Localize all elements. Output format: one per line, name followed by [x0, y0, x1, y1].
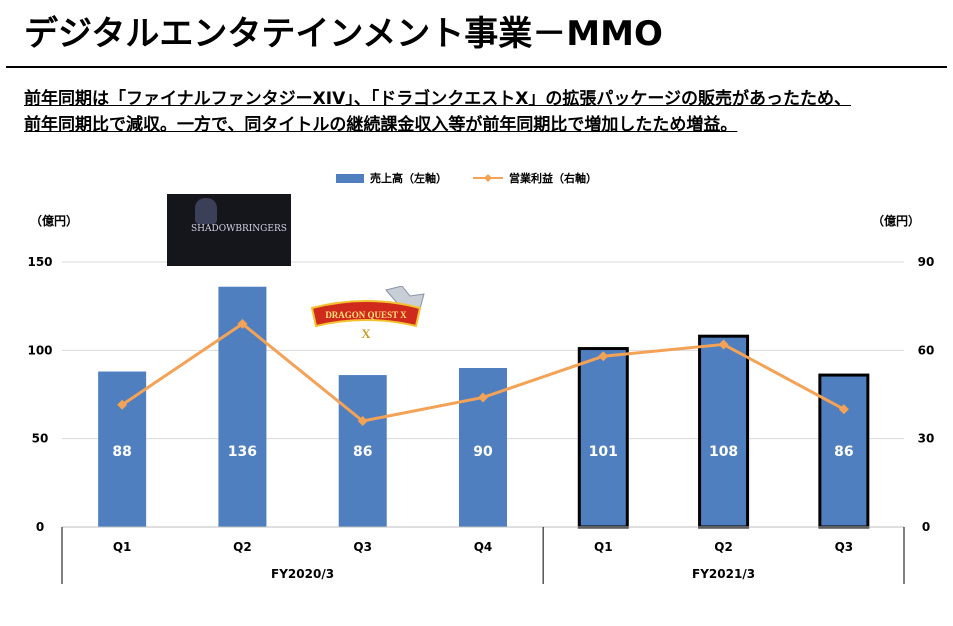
category-label: Q4 — [474, 540, 493, 554]
line-point-marker — [838, 404, 849, 415]
left-tick-label: 150 — [27, 255, 52, 269]
legend-sales-label: 売上高（左軸） — [370, 172, 447, 185]
summary-line-2: 前年同期比で減収。一方で、同タイトルの継続課金収入等が前年同期比で増加したため増… — [24, 115, 738, 135]
right-tick-label: 0 — [922, 520, 930, 534]
bar-sales — [338, 375, 387, 527]
legend-line-swatch — [473, 174, 503, 182]
left-tick-label: 100 — [27, 343, 52, 357]
right-tick-label: 90 — [918, 255, 935, 269]
line-point-marker — [357, 416, 368, 426]
group-label: FY2021/3 — [692, 567, 755, 581]
line-point-marker — [718, 339, 729, 350]
category-label: Q2 — [233, 540, 252, 554]
category-label: Q3 — [835, 540, 854, 554]
dq-logo-text: DRAGON QUEST X — [325, 310, 407, 320]
title-divider — [6, 66, 947, 68]
right-axis-unit: （億円） — [872, 214, 921, 228]
bar-data-label: 86 — [353, 444, 372, 460]
group-label: FY2020/3 — [271, 567, 334, 581]
bar-data-label: 86 — [834, 444, 853, 460]
bar-sales — [577, 347, 629, 529]
bar-data-label: 90 — [473, 444, 493, 460]
left-tick-label: 50 — [32, 432, 49, 446]
category-label: Q3 — [353, 540, 372, 554]
line-point-marker — [478, 392, 488, 403]
bar-data-label: 88 — [112, 444, 131, 460]
line-point-marker — [237, 318, 248, 329]
left-tick-label: 0 — [36, 520, 44, 534]
svg-text:X: X — [361, 326, 371, 341]
bar-sales — [98, 371, 147, 527]
dragon-quest-x-logo: DRAGON QUEST X X — [310, 286, 425, 341]
summary-line-1: 前年同期は「ファイナルファンタジーXIV」、「ドラゴンクエストX」の拡張パッケー… — [24, 89, 852, 109]
bar-sales — [698, 334, 750, 529]
right-tick-label: 30 — [918, 432, 935, 446]
page-title: デジタルエンタテインメント事業－MMO — [24, 14, 663, 54]
shadowbringers-logo: SHADOWBRINGERS — [167, 194, 291, 266]
chart-legend: 売上高（左軸） 営業利益（右軸） — [336, 170, 623, 186]
line-point-marker — [117, 399, 128, 410]
category-label: Q1 — [594, 540, 613, 554]
logo-figure — [195, 198, 217, 224]
legend-sales: 売上高（左軸） — [336, 170, 447, 186]
bar-data-label: 101 — [589, 444, 618, 460]
right-tick-label: 60 — [918, 343, 935, 357]
category-label: Q1 — [113, 540, 132, 554]
legend-profit-label: 営業利益（右軸） — [509, 172, 597, 185]
legend-profit: 営業利益（右軸） — [473, 170, 597, 186]
bar-data-label: 108 — [709, 444, 738, 460]
legend-bar-swatch — [336, 173, 364, 183]
category-label: Q2 — [714, 540, 733, 554]
shadowbringers-logo-text: SHADOWBRINGERS — [191, 224, 287, 234]
line-point-marker — [598, 351, 609, 362]
left-axis-unit: （億円） — [30, 214, 79, 228]
bar-data-label: 136 — [228, 444, 257, 460]
